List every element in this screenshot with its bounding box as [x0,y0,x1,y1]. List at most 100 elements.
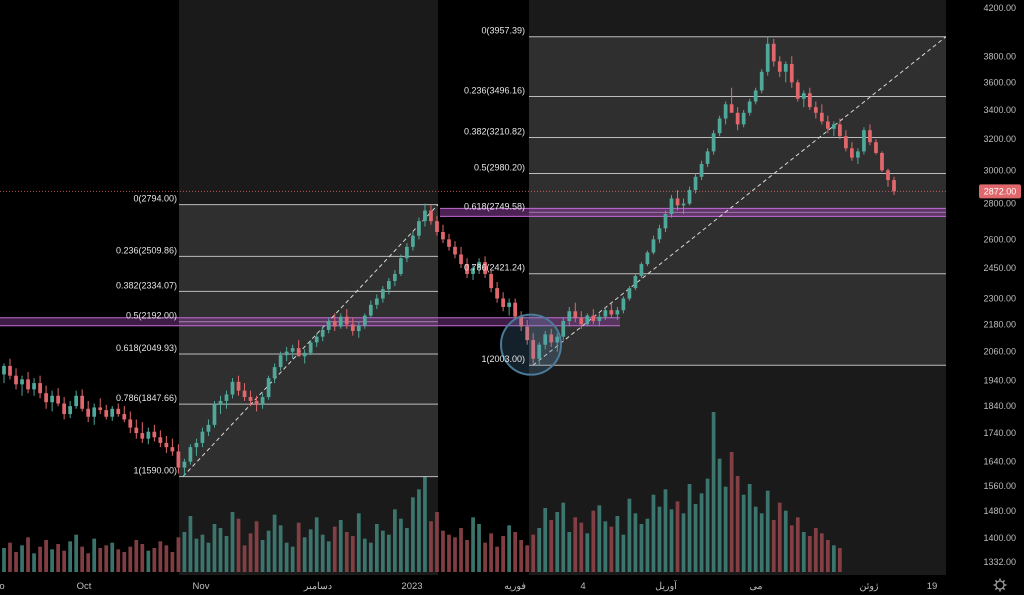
time-tick: 4 [580,581,585,592]
fib-right-label: 0.236(3496.16) [464,85,525,95]
volume-bar [62,550,66,572]
candle-body [20,379,24,385]
candle-body [80,395,85,409]
volume-bar [38,546,42,572]
volume-bar [176,537,181,572]
volume-bar [230,512,235,572]
candle-body [483,262,487,274]
fib-left-label: 0(2794.00) [133,194,177,204]
volume-bar [98,548,103,572]
fib-zones [179,0,946,575]
volume-bar [50,549,54,572]
candle-body [615,310,620,315]
volume-bar [350,536,355,572]
volume-bar [152,548,157,572]
candle-body [308,342,313,353]
highlight-circle [500,313,562,376]
volume-bar [447,534,451,572]
volume-bar [254,521,259,572]
candle-body [609,310,614,315]
candle-body [411,235,415,247]
time-axis[interactable]: o Oct Nov دسامبر 2023 فوریه 4 آوریل می ژوئن 19 [0,579,937,592]
volume-bar [320,534,325,572]
volume-bar [44,540,48,572]
volume-bar [212,524,217,572]
volume-bar [567,532,572,572]
candle-body [302,352,307,357]
volume-bar [248,533,253,572]
candle-body [158,437,163,443]
volume-bar [242,545,247,572]
candle-body [747,101,752,113]
candle-body [230,381,235,395]
candle-body [116,408,121,415]
volume-bar [603,521,608,572]
volume-bar [158,541,163,572]
volume-bar [308,529,313,572]
candle-body [266,378,271,398]
volume-bar [435,512,439,572]
volume-bar [104,545,109,572]
candle-body [242,390,247,398]
gear-icon[interactable] [995,580,1005,590]
volume-bar [669,509,674,572]
volume-bar [741,494,746,572]
price-axis-background [948,0,1024,595]
volume-bar [417,489,421,572]
volume-bar [783,510,788,572]
volume-bar [483,542,487,572]
candle-body [591,315,596,322]
volume-bar [771,520,776,572]
candle-body [886,170,890,181]
volume-bar [807,536,812,572]
price-tick: 3200.00 [983,134,1016,144]
volume-bar [429,521,433,572]
volume-bar [236,518,241,572]
candle-body [621,298,626,311]
volume-bar [32,553,36,572]
candle-body [567,311,572,322]
volume-bar [735,476,740,572]
candle-body [735,112,740,125]
candle-body [501,298,505,307]
volume-bar [356,513,361,572]
last-price-label: 2872.00 [984,186,1017,196]
price-axis[interactable]: 4200.00 3800.00 3600.00 3400.00 3200.00 3000.… [948,0,1024,595]
candle-body [164,442,169,448]
volume-bar [519,540,524,572]
volume-bar [507,525,511,572]
volume-bar [188,516,193,572]
candle-body [170,447,175,452]
candle-body [74,395,79,407]
candle-body [374,298,379,305]
volume-bar [699,493,704,572]
settings-icon[interactable] [993,578,1007,592]
candle-body [380,289,385,299]
candle-body [561,321,566,337]
fib-right-label: 0.786(2421.24) [464,263,525,273]
fib-left-label: 0.382(2334.07) [116,280,177,290]
candle-body [880,152,884,171]
volume-bar [182,532,187,572]
candle-body [387,280,391,290]
volume-bar [627,498,632,572]
candle-body [777,61,782,72]
candle-body [2,365,6,375]
volume-bar [272,514,277,572]
candle-body [717,118,722,134]
volume-bar [657,506,662,572]
volume-bar [459,528,463,572]
candle-body [819,112,824,122]
candle-body [579,317,584,325]
volume-bar [723,486,728,572]
price-tick: 1740.00 [983,428,1016,438]
volume-bar [92,538,97,572]
candle-body [248,397,253,401]
volume-bar [134,540,139,572]
fib-left-label: 0.786(1847.66) [116,393,177,403]
candle-body [92,407,97,417]
candle-body [188,447,193,462]
candle-body [399,258,403,274]
candle-body [338,316,343,327]
